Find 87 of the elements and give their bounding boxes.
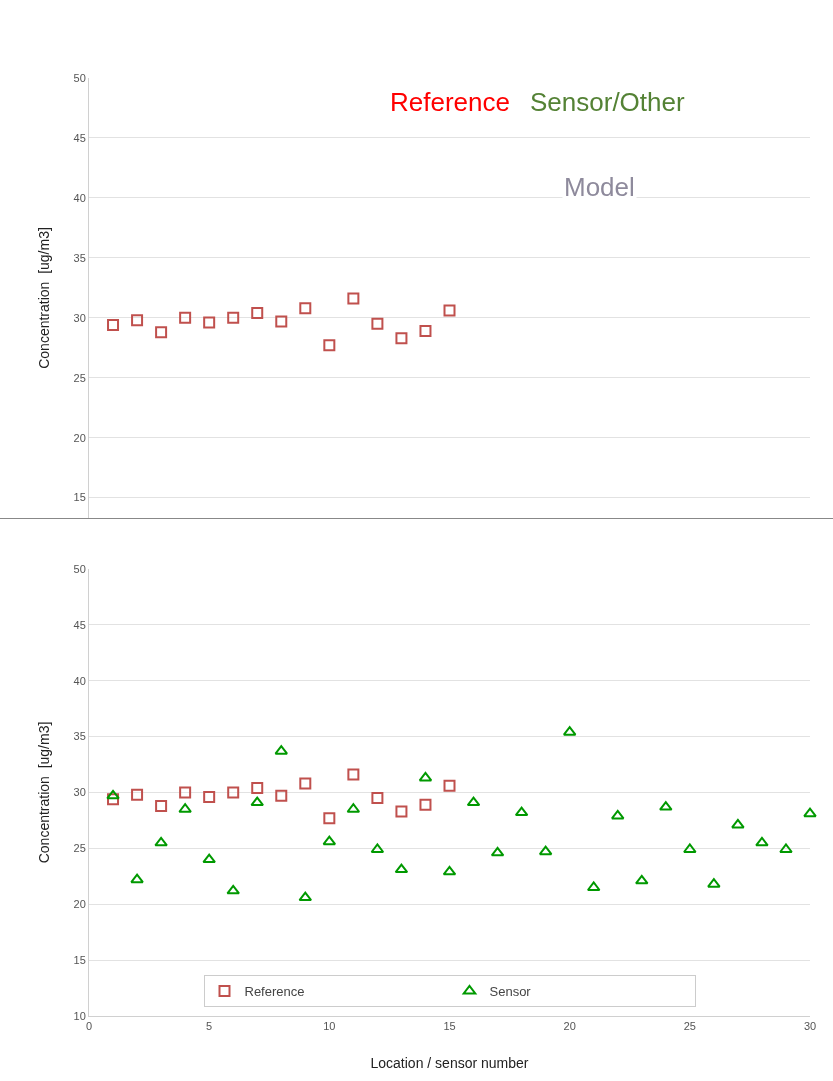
point: [371, 317, 384, 330]
point: [442, 865, 457, 876]
y-tick-label: 50: [73, 562, 86, 575]
point: [635, 874, 649, 885]
point: [107, 793, 120, 806]
x-tick-label: 20: [563, 1020, 576, 1033]
x-tick-label: 30: [803, 1020, 817, 1033]
x-tick-label: 5: [206, 1020, 213, 1033]
point: [443, 304, 456, 317]
y-tick-label: 35: [73, 251, 86, 264]
point: [130, 873, 144, 884]
point: [323, 812, 336, 825]
point: [395, 332, 408, 345]
y-tick-label: 15: [73, 953, 86, 966]
point: [251, 306, 264, 319]
point: [731, 818, 745, 829]
x-tick-label: 15: [443, 1020, 456, 1033]
point: [347, 292, 360, 305]
point: [299, 777, 312, 790]
point: [322, 835, 337, 846]
point: [250, 796, 264, 807]
point: [323, 339, 336, 352]
point: [203, 790, 216, 803]
y-tick-label: 10: [73, 1009, 86, 1022]
point: [155, 326, 168, 339]
annotation: Sensor/Other: [530, 87, 685, 117]
point: [707, 878, 721, 888]
point: [227, 311, 240, 324]
point: [155, 799, 168, 812]
point: [178, 803, 192, 813]
point: [779, 843, 793, 853]
point: [203, 316, 216, 329]
point: [106, 789, 120, 800]
y-tick-label: 40: [73, 191, 86, 204]
point: [179, 786, 192, 799]
legend-label: Sensor: [489, 984, 532, 1000]
x-tick-label: 0: [85, 1020, 93, 1033]
point: [131, 314, 144, 327]
point: [418, 771, 433, 782]
annotation: Reference: [390, 87, 510, 117]
y-tick-label: 20: [73, 431, 86, 444]
point: [131, 788, 144, 801]
point: [514, 806, 529, 817]
point: [490, 846, 505, 857]
y-tick-label: 15: [73, 491, 86, 504]
point: [610, 809, 625, 820]
point: [419, 324, 432, 337]
y-axis-title: Concentration [ug/m3]: [36, 721, 53, 864]
legend-label: Reference: [244, 984, 305, 1000]
x-tick-label: 25: [683, 1020, 696, 1033]
y-tick-label: 40: [73, 674, 86, 687]
point: [803, 807, 817, 818]
y-tick-label: 45: [73, 131, 86, 144]
y-axis-title: Concentration [ug/m3]: [36, 227, 53, 369]
point: [419, 798, 432, 811]
x-axis-title: Location / sensor number: [370, 1055, 529, 1071]
point: [202, 853, 216, 864]
point: [227, 786, 240, 799]
y-tick-label: 30: [73, 786, 86, 799]
point: [395, 805, 408, 818]
annotation: Model: [564, 172, 635, 202]
point: [226, 884, 240, 895]
y-tick-label: 20: [73, 898, 86, 911]
y-tick-label: 50: [73, 71, 86, 84]
y-tick-label: 45: [73, 618, 86, 631]
y-tick-label: 30: [73, 311, 86, 324]
y-tick-label: 25: [73, 371, 86, 384]
point: [299, 302, 312, 315]
point: [659, 801, 673, 811]
x-tick-label: 10: [323, 1020, 336, 1033]
point: [275, 315, 288, 328]
y-tick-label: 25: [73, 842, 86, 855]
point: [755, 836, 769, 847]
point: [275, 789, 288, 802]
point: [394, 863, 409, 874]
point: [107, 318, 120, 331]
point: [251, 782, 264, 795]
point: [298, 891, 313, 902]
point: [538, 845, 553, 856]
point: [683, 843, 697, 853]
point: [371, 792, 384, 805]
point: [154, 836, 168, 847]
point: [347, 768, 360, 781]
y-tick-label: 35: [73, 730, 86, 743]
point: [466, 796, 481, 807]
point: [179, 311, 192, 324]
point: [443, 779, 456, 792]
